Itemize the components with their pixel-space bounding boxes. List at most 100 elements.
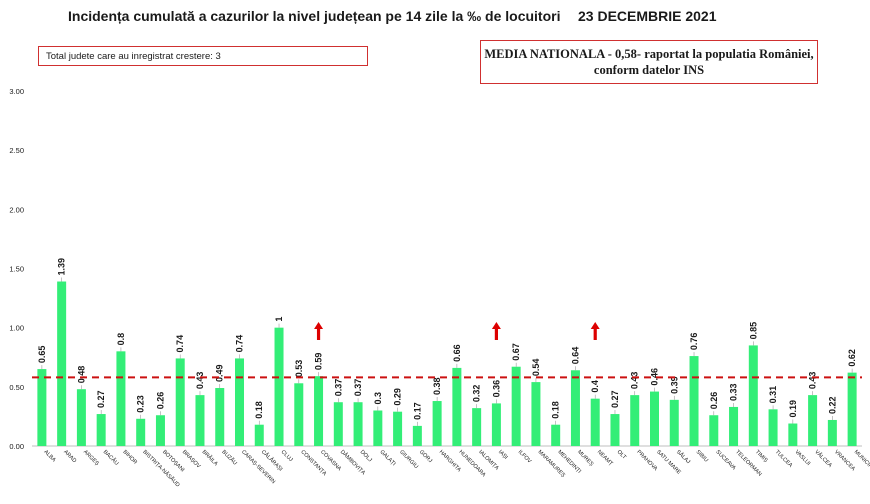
data-label: 0.74	[235, 335, 245, 353]
report-date: 23 DECEMBRIE 2021	[578, 8, 717, 24]
category-label: OLT	[616, 449, 628, 461]
category-label: SĂLAJ	[675, 448, 692, 465]
bar	[827, 419, 837, 446]
bar	[709, 415, 719, 446]
bar	[96, 414, 106, 446]
data-label: 1	[274, 317, 284, 322]
increase-arrow-icon	[590, 322, 600, 340]
national-average-line2: conform datelor INS	[593, 63, 705, 77]
bar	[650, 391, 659, 446]
y-tick-label: 1.50	[9, 265, 24, 274]
data-label: 0.18	[254, 401, 264, 419]
data-label: 0.49	[215, 364, 225, 382]
data-label: 0.62	[847, 349, 857, 367]
bar	[748, 345, 758, 446]
y-tick-label: 0.50	[9, 383, 24, 392]
bar	[729, 406, 739, 446]
increase-counter-box: Total judete care au inregistrat crester…	[38, 46, 368, 66]
category-label: ALBA	[42, 449, 56, 463]
category-label: ARGEȘ	[82, 449, 100, 467]
chart-title: Incidența cumulată a cazurilor la nivel …	[68, 8, 561, 24]
bar	[630, 395, 640, 446]
bar	[570, 370, 580, 446]
bar	[294, 383, 304, 446]
data-label: 0.39	[669, 376, 679, 394]
category-label: NEAMȚ	[596, 449, 614, 467]
data-label: 0.19	[788, 400, 798, 418]
data-label: 0.3	[373, 392, 383, 405]
bar	[116, 351, 126, 446]
bar	[76, 389, 86, 446]
category-label: TIMIȘ	[754, 449, 769, 464]
bar	[254, 424, 264, 446]
category-label: MUNICIPIUL...	[853, 449, 870, 479]
category-label: BIHOR	[122, 449, 139, 466]
data-label: 0.33	[729, 383, 739, 401]
data-label: 0.37	[333, 379, 343, 397]
bar	[689, 356, 699, 446]
y-tick-label: 0.00	[9, 442, 24, 451]
bar	[768, 409, 778, 446]
category-label: TULCEA	[774, 449, 794, 469]
bar	[511, 366, 521, 446]
category-label: VASLUI	[793, 449, 811, 467]
data-label: 0.48	[76, 366, 86, 384]
bar	[432, 401, 442, 446]
data-label: 0.36	[491, 380, 501, 398]
data-label: 0.27	[96, 391, 106, 409]
bar	[235, 358, 244, 446]
bar	[373, 410, 383, 446]
bar	[314, 376, 324, 446]
category-label: VÂLCEA	[813, 448, 834, 469]
bar	[136, 418, 146, 446]
bar	[452, 367, 462, 446]
y-tick-label: 2.00	[9, 205, 24, 214]
data-label: 0.4	[590, 380, 600, 393]
category-label: DOLJ	[359, 449, 373, 463]
data-label: 0.66	[452, 344, 462, 362]
data-label: 0.8	[116, 333, 126, 346]
category-label: SUCEAVA	[714, 449, 736, 471]
bar	[195, 395, 205, 446]
bar	[808, 395, 818, 446]
data-label: 0.29	[393, 388, 403, 406]
national-average-box: MEDIA NATIONALA - 0,58- raportat la popu…	[480, 40, 818, 84]
data-label: 0.22	[827, 396, 837, 414]
data-label: 0.76	[689, 333, 699, 351]
bar	[215, 388, 225, 446]
bar	[155, 415, 165, 446]
bar	[531, 382, 541, 446]
bar	[847, 372, 857, 446]
category-label: BUZĂU	[220, 448, 238, 466]
data-label: 0.67	[511, 343, 521, 361]
data-label: 0.43	[195, 372, 205, 390]
category-label: ARAD	[62, 449, 77, 464]
bar	[37, 369, 47, 446]
increase-arrow-icon	[314, 322, 324, 340]
category-label: BACĂU	[102, 448, 120, 466]
category-label: ILFOV	[517, 449, 533, 465]
category-label: SIBIU	[695, 449, 709, 463]
bar	[353, 402, 363, 446]
data-label: 0.74	[175, 335, 185, 353]
data-label: 0.31	[768, 386, 778, 404]
bar	[472, 408, 482, 446]
bar	[412, 425, 422, 446]
y-tick-label: 2.50	[9, 146, 24, 155]
data-label: 0.18	[551, 401, 561, 419]
bar	[274, 327, 284, 446]
data-label: 0.46	[650, 368, 660, 386]
data-label: 0.26	[155, 392, 165, 410]
data-label: 0.53	[294, 360, 304, 378]
bar	[590, 398, 600, 446]
category-label: BRĂILA	[201, 448, 220, 467]
y-tick-label: 3.00	[9, 87, 24, 96]
y-tick-label: 1.00	[9, 324, 24, 333]
bar	[610, 414, 620, 446]
data-label: 0.26	[709, 392, 719, 410]
increase-arrow-icon	[491, 322, 501, 340]
bar	[491, 403, 501, 446]
category-label: MUREȘ	[576, 449, 595, 468]
data-label: 0.27	[610, 391, 620, 409]
data-label: 0.43	[630, 372, 640, 390]
